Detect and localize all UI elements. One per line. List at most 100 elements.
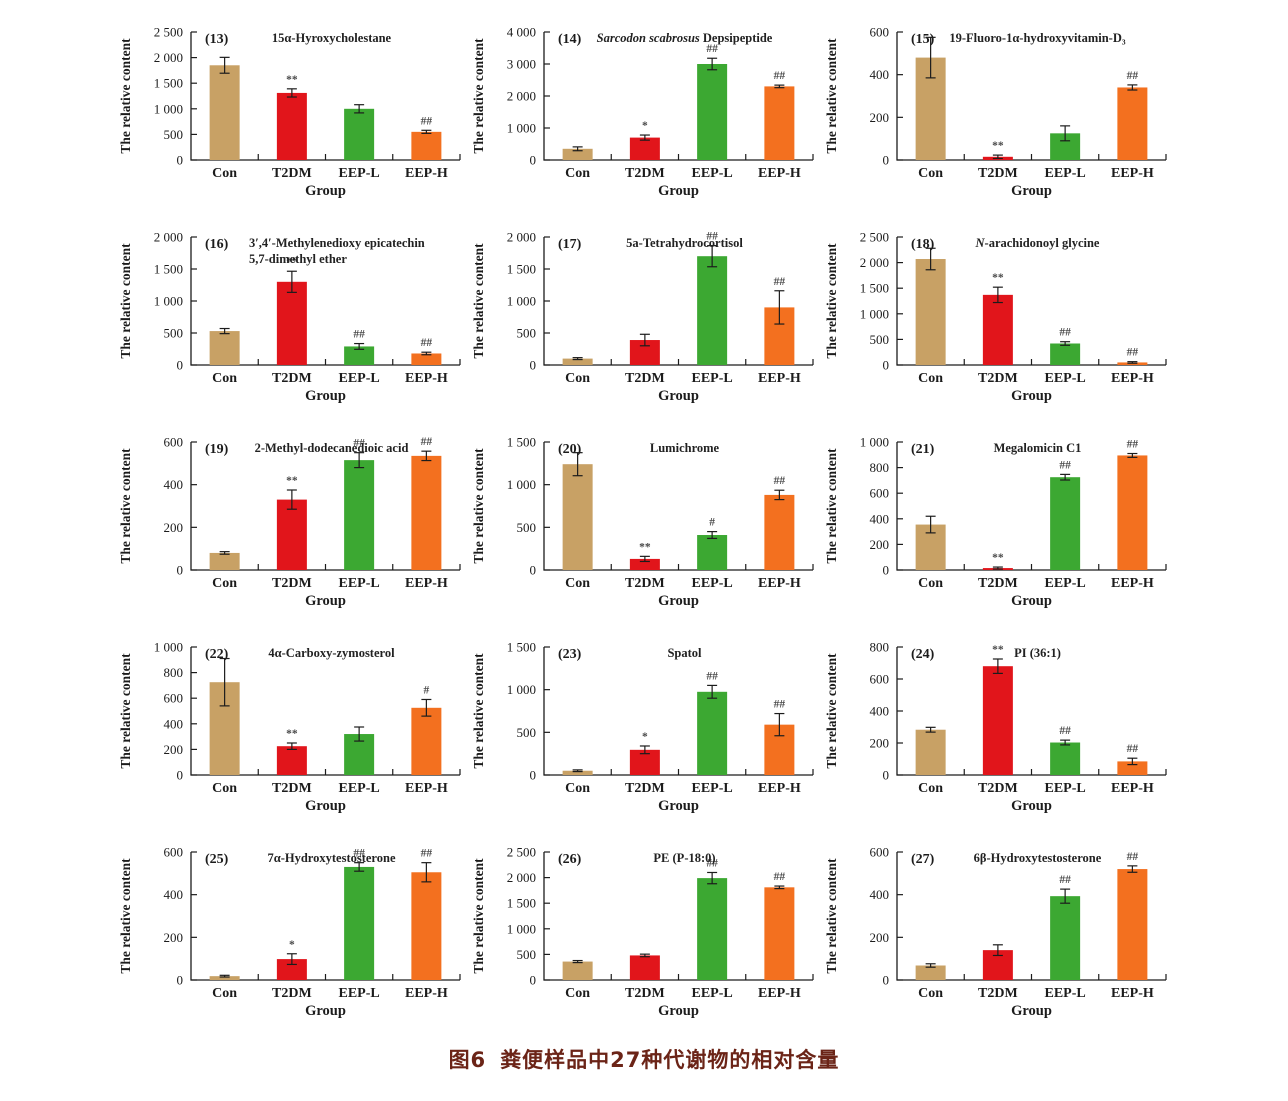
y-tick-label: 1 500 [506, 640, 535, 655]
y-tick-label: 400 [163, 716, 183, 731]
x-category-label: EEP-L [691, 166, 732, 181]
chart-title: 19-Fluoro-1α-hydroxyvitamin-D₃ [949, 31, 1125, 45]
y-tick-label: 2 000 [506, 230, 535, 245]
y-tick-label: 1 500 [153, 262, 182, 277]
x-category-label: EEP-H [757, 781, 800, 796]
x-category-label: T2DM [978, 166, 1018, 181]
chart-svg-22: 0 200 400 600 800 1 000 Con ** T2DM EEP-L # EEP-H Gr… [118, 640, 461, 814]
y-tick-label: 400 [163, 477, 183, 492]
sig-marker: ** [286, 256, 298, 268]
bar-eep-l [343, 108, 374, 160]
x-category-label: T2DM [272, 986, 312, 1001]
sig-marker: ** [992, 552, 1004, 564]
y-tick-label: 500 [163, 127, 183, 142]
x-category-label: EEP-L [691, 986, 732, 1001]
sig-marker: ## [420, 436, 432, 448]
y-axis-title: The relative content [824, 38, 839, 154]
y-tick-label: 0 [529, 563, 536, 578]
chart-svg-20: 0 500 1 000 1 500 Con ** T2DM # EEP-L ## EEP-H Grou… [471, 435, 814, 609]
y-tick-label: 1 000 [506, 121, 535, 136]
bar-eep-l [696, 64, 727, 160]
x-axis-title: Group [658, 1003, 699, 1019]
x-category-label: EEP-L [338, 781, 379, 796]
panel-number: (16) [205, 237, 229, 252]
chart-title: N-arachidonoyl glycine [974, 236, 1099, 250]
x-category-label: Con [212, 166, 237, 181]
bar-eep-l [696, 691, 727, 775]
chart-svg-25: 0 200 400 600 Con * T2DM ## EEP-L ## EEP-H Group The… [118, 845, 461, 1019]
y-axis-title: The relative content [824, 858, 839, 974]
sig-marker: ** [286, 728, 298, 740]
x-category-label: Con [212, 576, 237, 591]
x-axis-title: Group [1011, 1003, 1052, 1019]
chart-svg-15: 0 200 400 600 Con ** T2DM EEP-L ## EEP-H Group The … [824, 25, 1167, 199]
chart-title: Spatol [667, 646, 702, 660]
y-axis-title: The relative content [118, 448, 133, 564]
panel-number: (17) [558, 237, 582, 252]
y-tick-label: 2 500 [506, 845, 535, 860]
x-category-label: T2DM [978, 986, 1018, 1001]
x-category-label: Con [918, 986, 943, 1001]
x-category-label: EEP-L [1044, 781, 1085, 796]
sig-marker: * [642, 731, 648, 743]
y-tick-label: 1 500 [506, 435, 535, 450]
panel-number: (24) [911, 647, 935, 662]
y-tick-label: 500 [163, 326, 183, 341]
y-axis-title: The relative content [118, 858, 133, 974]
chart-title: 3′,4′-Methylenedioxy epicatechin [249, 236, 425, 250]
y-tick-label: 0 [176, 973, 183, 988]
x-category-label: EEP-L [338, 986, 379, 1001]
y-tick-label: 600 [869, 25, 889, 40]
figure-caption-label: 图6 [448, 1048, 487, 1072]
sig-marker: ## [1126, 347, 1138, 359]
bar-eep-l [696, 878, 727, 980]
sig-marker: ## [1126, 439, 1138, 451]
x-category-label: T2DM [978, 781, 1018, 796]
y-axis-title: The relative content [471, 243, 486, 359]
chart-svg-21: 0 200 400 600 800 1 000 Con ** T2DM ## EEP-L ## EEP-… [824, 435, 1167, 609]
x-category-label: T2DM [625, 166, 665, 181]
chart-svg-23: 0 500 1 000 1 500 Con * T2DM ## EEP-L ## EEP-H Grou… [471, 640, 814, 814]
x-category-label: T2DM [625, 986, 665, 1001]
sig-marker: ## [706, 231, 718, 243]
y-tick-label: 500 [516, 947, 536, 962]
y-tick-label: 0 [529, 358, 536, 373]
x-category-label: EEP-L [338, 371, 379, 386]
sig-marker: ** [992, 644, 1004, 656]
chart-title: 7α-Hydroxytestosterone [267, 851, 395, 865]
bar-t2dm [629, 558, 660, 570]
bar-eep-h [410, 131, 441, 160]
y-tick-label: 1 500 [506, 262, 535, 277]
chart-svg-13: 0 500 1 000 1 500 2 000 2 500 Con ** T2DM EEP-L ##… [118, 25, 461, 199]
x-category-label: EEP-H [1110, 986, 1153, 1001]
chart-panel-20: 0 500 1 000 1 500 Con ** T2DM # EEP-L ## EEP-H Grou… [468, 422, 821, 622]
panel-number: (26) [558, 852, 582, 867]
y-tick-label: 2 000 [153, 50, 182, 65]
sig-marker: ** [992, 272, 1004, 284]
sig-marker: ## [773, 70, 785, 82]
x-axis-title: Group [305, 183, 346, 199]
y-axis-title: The relative content [824, 653, 839, 769]
y-tick-label: 0 [176, 563, 183, 578]
y-tick-label: 200 [163, 742, 183, 757]
x-category-label: T2DM [625, 371, 665, 386]
y-tick-label: 1 000 [506, 477, 535, 492]
sig-marker: * [642, 120, 648, 132]
bar-eep-l [343, 460, 374, 570]
y-tick-label: 1 000 [506, 294, 535, 309]
panel-number: (22) [205, 647, 229, 662]
y-tick-label: 400 [869, 887, 889, 902]
sig-marker: ## [420, 848, 432, 860]
x-category-label: Con [918, 781, 943, 796]
y-tick-label: 2 000 [859, 255, 888, 270]
y-tick-label: 400 [163, 887, 183, 902]
y-tick-label: 200 [869, 110, 889, 125]
bar-eep-l [696, 256, 727, 365]
x-axis-title: Group [305, 388, 346, 404]
x-category-label: EEP-H [404, 781, 447, 796]
sig-marker: * [289, 939, 295, 951]
y-tick-label: 600 [869, 845, 889, 860]
sig-marker: ## [1126, 743, 1138, 755]
bar-eep-h [1116, 87, 1147, 160]
sig-marker: ## [1059, 459, 1071, 471]
